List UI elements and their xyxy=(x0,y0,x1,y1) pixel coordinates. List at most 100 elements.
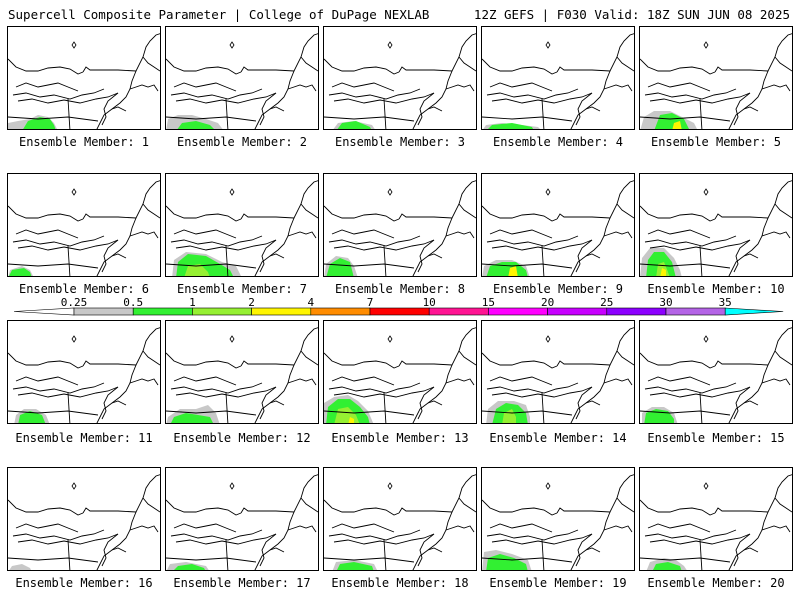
map-boundary-line xyxy=(774,203,792,219)
map-boundary-line xyxy=(166,352,242,369)
map-boundary-line xyxy=(82,474,160,514)
map-boundary-line xyxy=(166,557,257,563)
ensemble-member-label: Ensemble Member: 5 xyxy=(650,135,782,149)
map-boundary-line xyxy=(714,327,792,367)
scp-contour-fill xyxy=(184,264,210,276)
ensemble-member-map xyxy=(323,320,477,424)
ensemble-member-map xyxy=(481,320,635,424)
map-boundary-line xyxy=(603,525,633,533)
map-boundary-line xyxy=(714,33,792,73)
ensemble-member-map xyxy=(481,26,635,130)
map-boundary-line xyxy=(733,533,751,567)
map-boundary-line xyxy=(714,474,792,514)
diamond-marker xyxy=(387,335,393,343)
map-boundary-line xyxy=(101,386,119,420)
map-boundary-line xyxy=(644,382,737,394)
map-boundary-line xyxy=(412,364,453,423)
map-canvas xyxy=(324,33,476,129)
map-boundary-line xyxy=(8,263,99,269)
ensemble-member-label: Ensemble Member: 3 xyxy=(334,135,466,149)
map-boundary-line xyxy=(616,350,634,366)
map-boundary-line xyxy=(398,180,476,220)
ensemble-member-label: Ensemble Member: 12 xyxy=(173,431,311,445)
map-boundary-line xyxy=(603,84,633,92)
map-boundary-line xyxy=(324,499,400,516)
map-boundary-line xyxy=(12,529,105,541)
map-boundary-line xyxy=(570,364,611,423)
map-boundary-line xyxy=(82,33,160,73)
map-canvas xyxy=(166,474,318,570)
map-boundary-line xyxy=(175,92,277,104)
map-boundary-line xyxy=(170,529,263,541)
map-boundary-line xyxy=(733,239,751,273)
scp-contour-fill xyxy=(326,258,354,276)
map-canvas xyxy=(640,327,792,423)
map-boundary-line xyxy=(269,400,285,406)
ensemble-member-label: Ensemble Member: 9 xyxy=(492,282,624,296)
map-boundary-line xyxy=(300,350,318,366)
map-boundary-line xyxy=(225,245,229,276)
map-boundary-line xyxy=(575,92,593,126)
map-boundary-line xyxy=(259,92,277,126)
map-boundary-line xyxy=(398,474,476,514)
map-boundary-line xyxy=(383,245,387,276)
map-boundary-line xyxy=(324,263,415,269)
scp-contour-fill xyxy=(653,562,682,570)
diamond-marker xyxy=(703,41,709,49)
diamond-marker xyxy=(703,335,709,343)
map-boundary-line xyxy=(699,245,703,276)
colorbar-swatch xyxy=(192,307,252,316)
map-boundary-line xyxy=(111,106,127,112)
ensemble-member-label: Ensemble Member: 20 xyxy=(647,576,785,590)
map-boundary-line xyxy=(254,70,295,129)
ensemble-member-map xyxy=(7,173,161,277)
colorbar-tick-label: 7 xyxy=(366,296,374,309)
map-canvas xyxy=(166,180,318,276)
map-boundary-line xyxy=(649,239,751,251)
map-canvas xyxy=(166,33,318,129)
diamond-marker xyxy=(71,335,77,343)
map-boundary-line xyxy=(269,253,285,259)
diamond-marker xyxy=(229,335,235,343)
map-boundary-line xyxy=(96,70,137,129)
map-boundary-line xyxy=(585,253,601,259)
map-boundary-line xyxy=(8,205,84,222)
map-boundary-line xyxy=(728,70,769,129)
colorbar-tick-label: 20 xyxy=(540,296,555,309)
map-boundary-line xyxy=(15,376,79,386)
map-boundary-line xyxy=(225,98,229,129)
map-boundary-line xyxy=(67,98,71,129)
map-boundary-line xyxy=(728,511,769,570)
map-boundary-line xyxy=(142,497,160,513)
map-boundary-line xyxy=(111,400,127,406)
map-boundary-line xyxy=(640,263,731,269)
map-boundary-line xyxy=(333,239,435,251)
scp-contour-fill xyxy=(9,564,31,570)
map-boundary-line xyxy=(170,235,263,247)
scp-contour-fill xyxy=(488,123,533,129)
map-boundary-line xyxy=(774,56,792,72)
scp-contour-fill xyxy=(9,268,32,276)
map-boundary-line xyxy=(714,180,792,220)
diamond-marker xyxy=(71,188,77,196)
map-boundary-line xyxy=(649,92,751,104)
map-boundary-line xyxy=(170,88,263,100)
map-boundary-line xyxy=(570,511,611,570)
map-boundary-line xyxy=(427,106,443,112)
map-boundary-line xyxy=(8,557,99,563)
map-boundary-line xyxy=(287,84,317,92)
map-boundary-line xyxy=(333,533,435,545)
map-boundary-line xyxy=(142,56,160,72)
map-boundary-line xyxy=(585,106,601,112)
colorbar-tick-label: 0.25 xyxy=(60,296,88,309)
map-canvas xyxy=(640,180,792,276)
map-boundary-line xyxy=(101,92,119,126)
map-boundary-line xyxy=(8,410,99,416)
diamond-marker xyxy=(703,188,709,196)
ensemble-member-map xyxy=(165,320,319,424)
map-boundary-line xyxy=(774,497,792,513)
map-boundary-line xyxy=(175,239,277,251)
map-boundary-line xyxy=(111,547,127,553)
map-boundary-line xyxy=(173,229,237,239)
map-boundary-line xyxy=(556,474,634,514)
